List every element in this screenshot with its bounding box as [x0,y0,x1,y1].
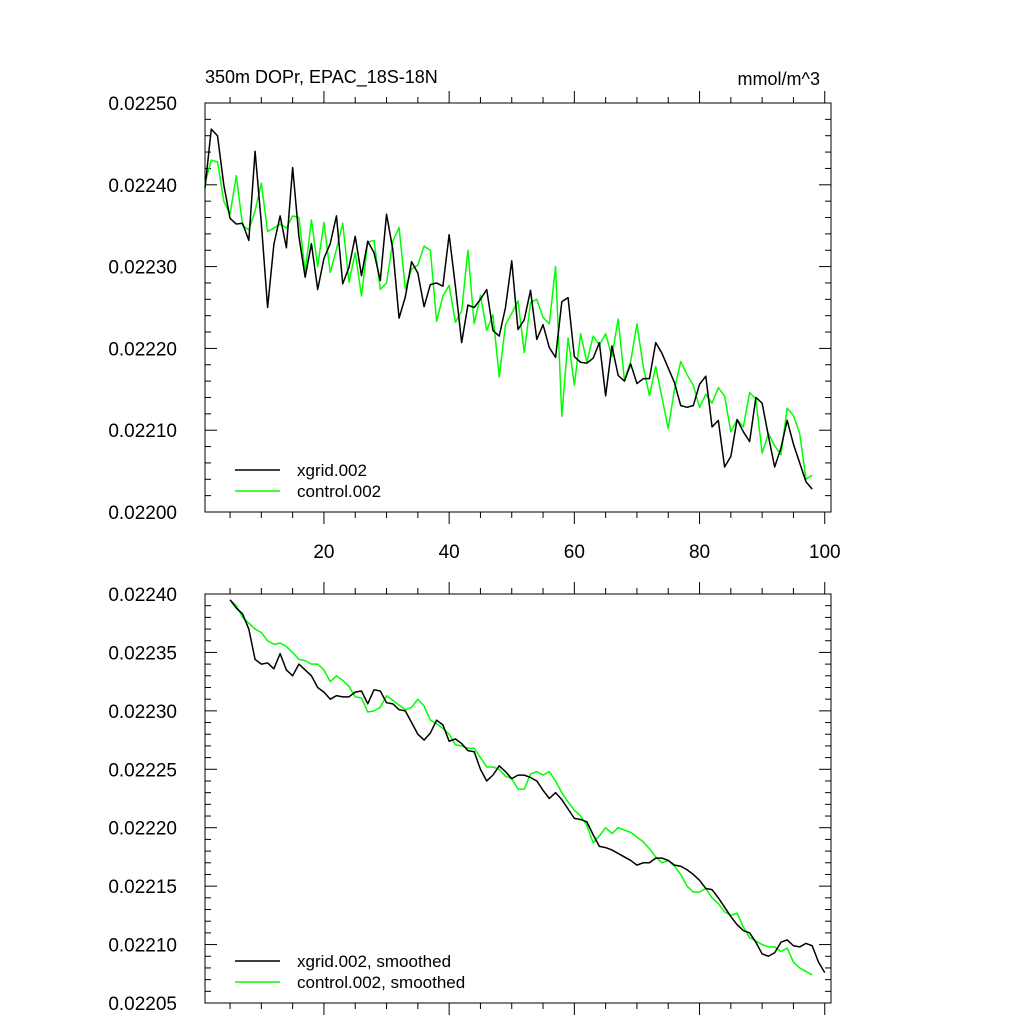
top-series-group [204,128,813,490]
top-legend-label-control: control.002 [297,482,381,501]
top-y-tick-label: 0.02230 [108,258,177,279]
bottom-y-tick-label: 0.02220 [108,819,177,840]
bottom-legend: xgrid.002, smoothed control.002, smoothe… [235,952,465,992]
bottom-series-xgrid-002 [229,599,826,974]
bottom-y-tick-label: 0.02225 [108,760,177,781]
bottom-grid-ticks: 0.02205 0.02210 0.02215 0.02220 0.02225 0.022… [108,582,831,1015]
top-legend: xgrid.002 control.002 [235,461,381,501]
top-grid-ticks: 0.02200 0.02210 0.02220 0.02230 0.02240 0.022… [108,91,841,563]
top-chart-units: mmol/m^3 [738,69,820,89]
bottom-y-tick-label: 0.02230 [108,702,177,723]
top-x-tick-label: 20 [313,542,334,563]
top-y-tick-label: 0.02200 [108,503,177,524]
top-y-tick-label: 0.02250 [108,94,177,115]
bottom-series-group [229,599,826,976]
bottom-legend-label-control: control.002, smoothed [297,973,465,992]
top-x-tick-label: 100 [809,542,841,563]
top-y-tick-label: 0.02220 [108,339,177,360]
top-x-tick-label: 80 [689,542,710,563]
bottom-y-tick-label: 0.02210 [108,936,177,957]
bottom-plot-frame [204,593,832,1004]
top-legend-label-xgrid: xgrid.002 [297,461,367,480]
top-series-xgrid-002 [204,128,813,490]
top-x-tick-label: 40 [439,542,460,563]
top-chart-title: 350m DOPr, EPAC_18S-18N [205,67,438,88]
top-x-tick-label: 60 [564,542,585,563]
top-y-tick-label: 0.02210 [108,421,177,442]
top-plot-frame [204,102,832,513]
bottom-y-tick-label: 0.02205 [108,994,177,1015]
top-y-tick-label: 0.02240 [108,176,177,197]
bottom-series-control-002 [229,599,813,976]
bottom-y-tick-label: 0.02215 [108,877,177,898]
bottom-panel: 0.02205 0.02210 0.02215 0.02220 0.02225 0.022… [108,582,832,1015]
top-panel: 350m DOPr, EPAC_18S-18N mmol/m^3 0.02200… [108,67,840,563]
bottom-y-tick-label: 0.02235 [108,643,177,664]
top-series-control-002 [204,159,813,481]
bottom-legend-label-xgrid: xgrid.002, smoothed [297,952,451,971]
bottom-y-tick-label: 0.02240 [108,585,177,606]
